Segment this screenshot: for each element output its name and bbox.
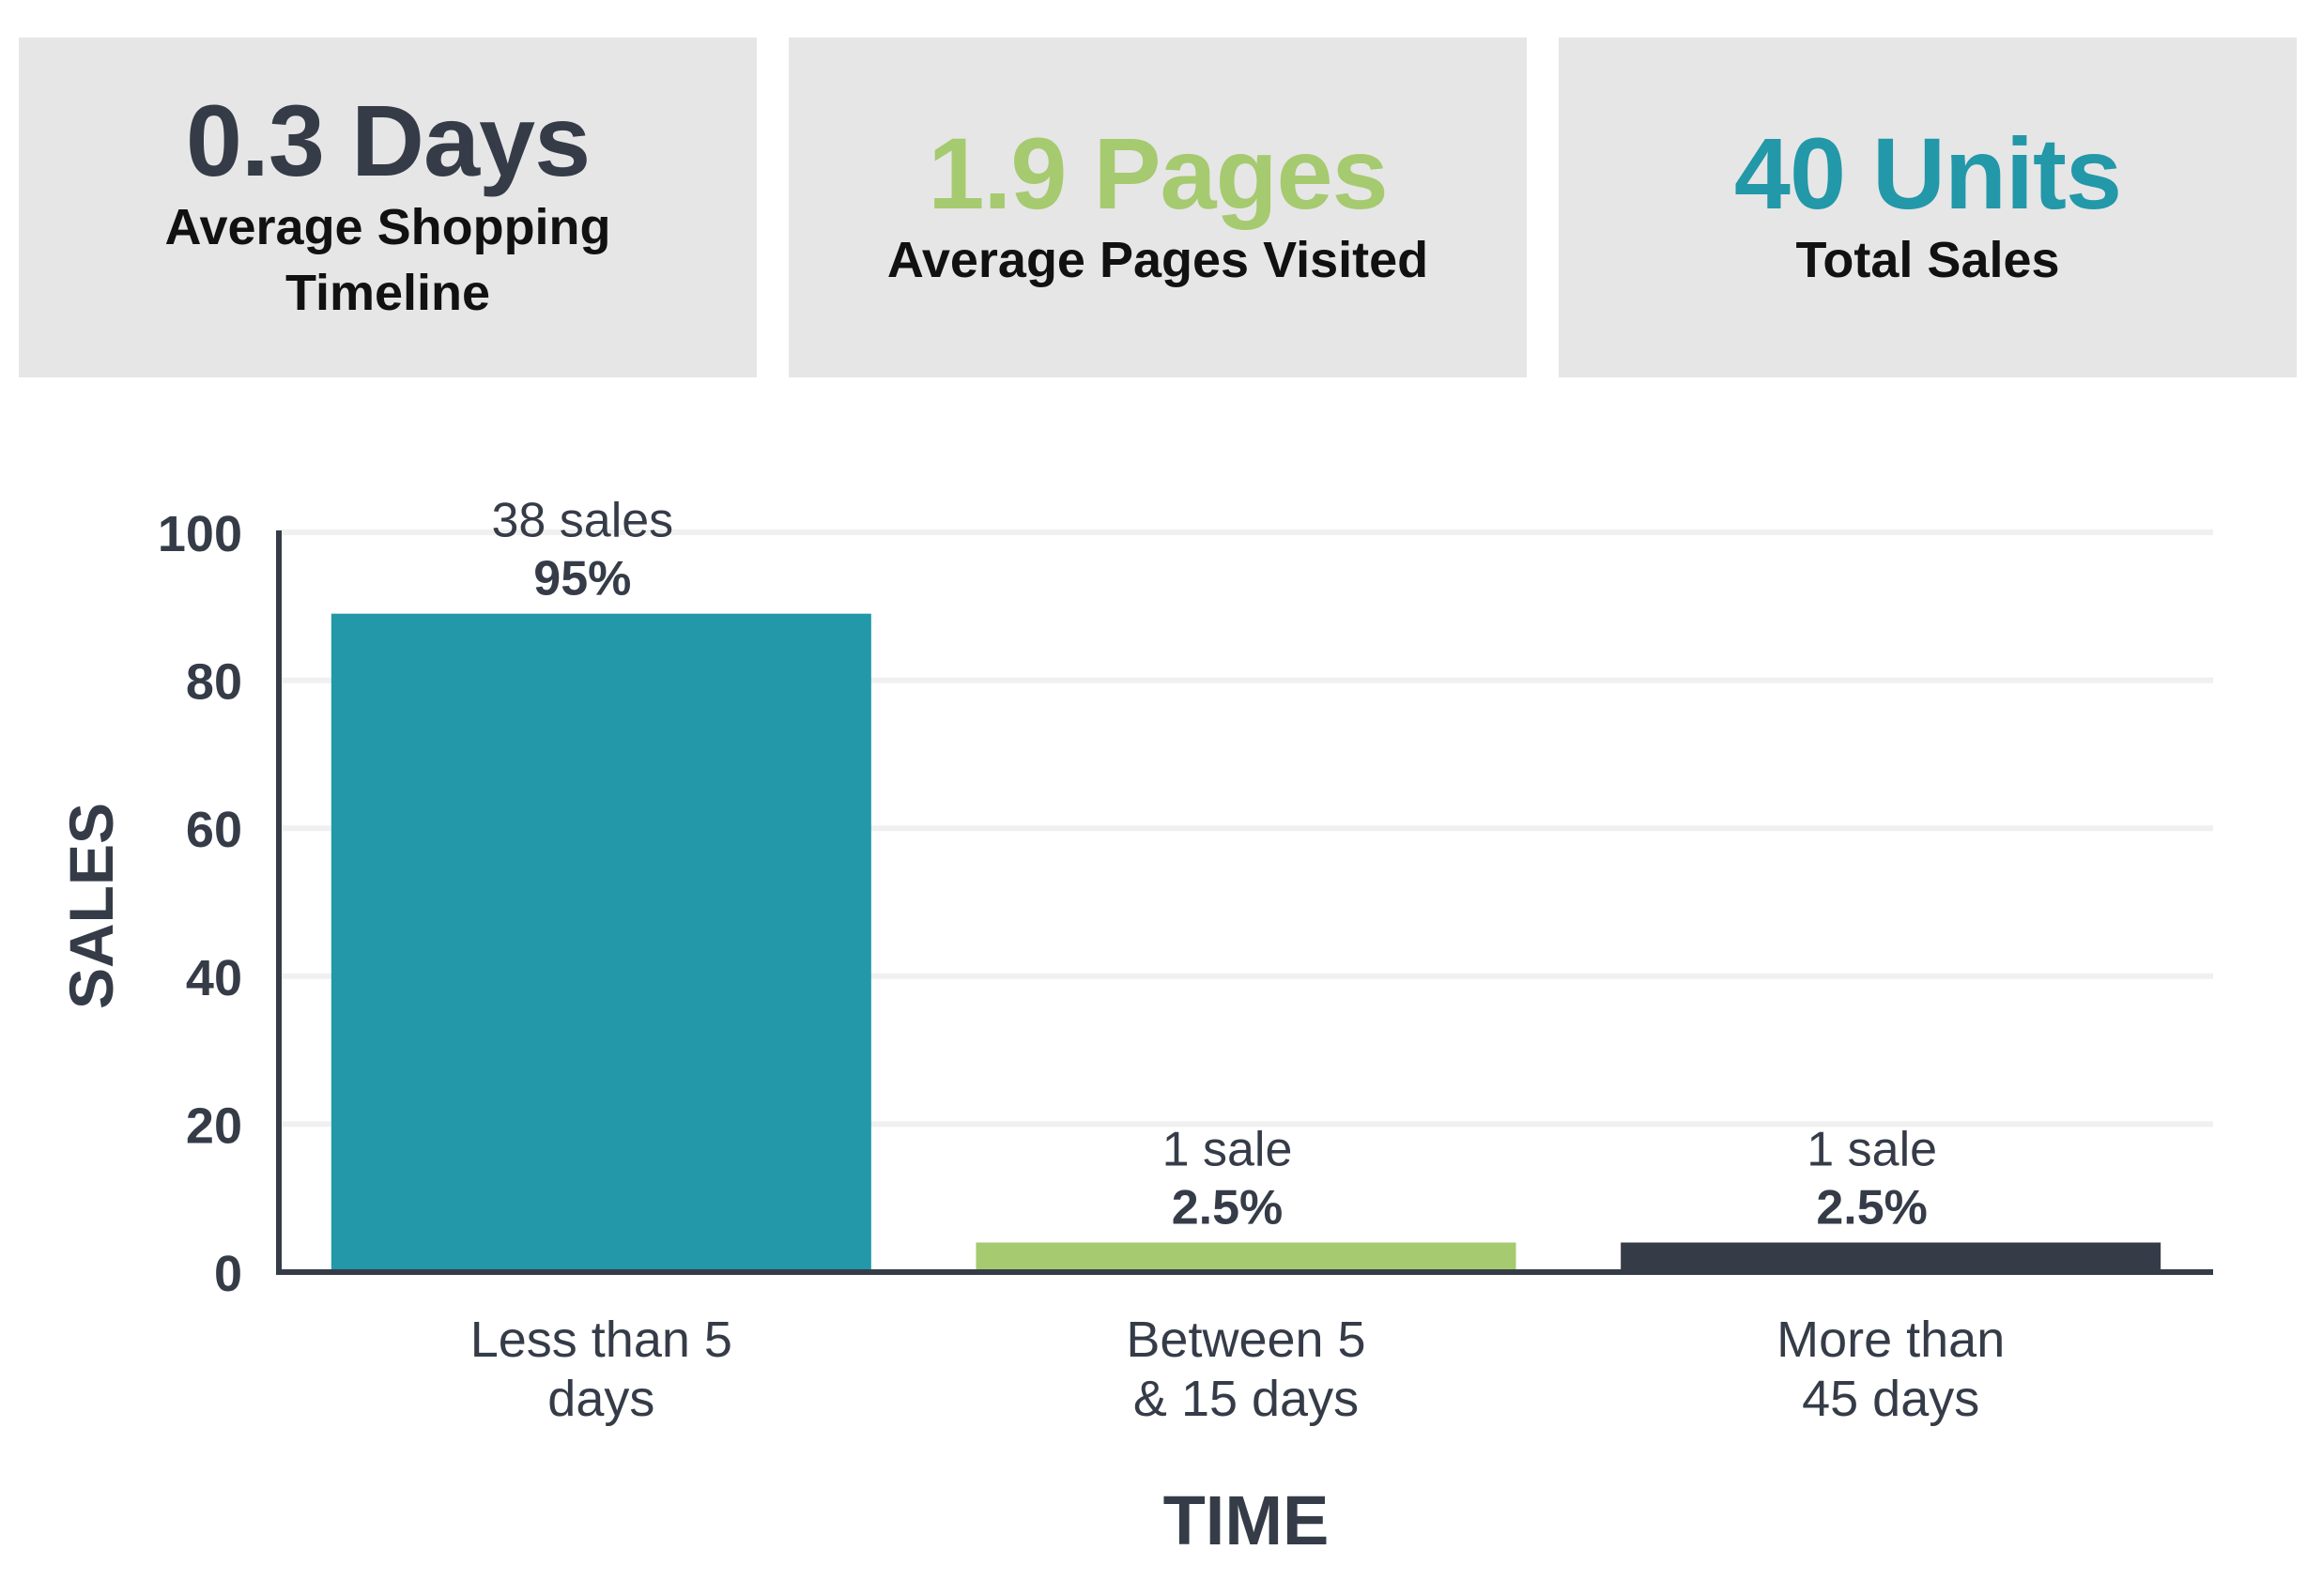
y-tick-label: 20 bbox=[186, 1097, 242, 1154]
data-label-percent: 2.5% bbox=[1816, 1180, 1928, 1235]
stat-label: Average Shopping Timeline bbox=[164, 199, 611, 321]
stat-card-pages-visited: 1.9 Pages Average Pages Visited bbox=[789, 38, 1527, 377]
stat-value: 0.3 Days bbox=[185, 84, 591, 197]
y-tick-label: 60 bbox=[186, 802, 242, 858]
data-label-count: 1 sale bbox=[1162, 1122, 1293, 1176]
stat-label: Total Sales bbox=[1795, 232, 2060, 288]
x-tick-label: days bbox=[547, 1371, 654, 1427]
x-tick-label: Less than 5 bbox=[470, 1312, 732, 1368]
y-tick-label: 100 bbox=[158, 506, 242, 562]
bar-2 bbox=[976, 1242, 1516, 1272]
stat-card-shopping-timeline: 0.3 Days Average Shopping Timeline bbox=[19, 38, 757, 377]
stat-label: Average Pages Visited bbox=[886, 232, 1429, 288]
data-label-percent: 2.5% bbox=[1172, 1180, 1284, 1235]
bar-1 bbox=[331, 613, 871, 1272]
x-tick-label: 45 days bbox=[1802, 1371, 1979, 1427]
x-tick-label: More than bbox=[1776, 1312, 2005, 1368]
data-label-count: 1 sale bbox=[1807, 1122, 1937, 1176]
data-label-percent: 95% bbox=[533, 552, 631, 606]
y-tick-label: 80 bbox=[186, 654, 242, 711]
stat-value: 1.9 Pages bbox=[928, 116, 1388, 230]
x-tick-label: Between 5 bbox=[1126, 1312, 1365, 1368]
y-tick-label: 0 bbox=[214, 1246, 242, 1302]
bar-3 bbox=[1621, 1242, 2161, 1272]
y-tick-label: 40 bbox=[186, 950, 242, 1006]
y-axis-label: SALES bbox=[56, 803, 126, 1009]
x-axis-label: TIME bbox=[1163, 1481, 1330, 1559]
summary-stats: 0.3 Days Average Shopping Timeline 1.9 P… bbox=[0, 0, 2307, 394]
stat-value: 40 Units bbox=[1733, 116, 2122, 230]
stat-card-total-sales: 40 Units Total Sales bbox=[1559, 38, 2297, 377]
data-label-count: 38 sales bbox=[491, 494, 673, 548]
x-tick-label: & 15 days bbox=[1133, 1371, 1359, 1427]
